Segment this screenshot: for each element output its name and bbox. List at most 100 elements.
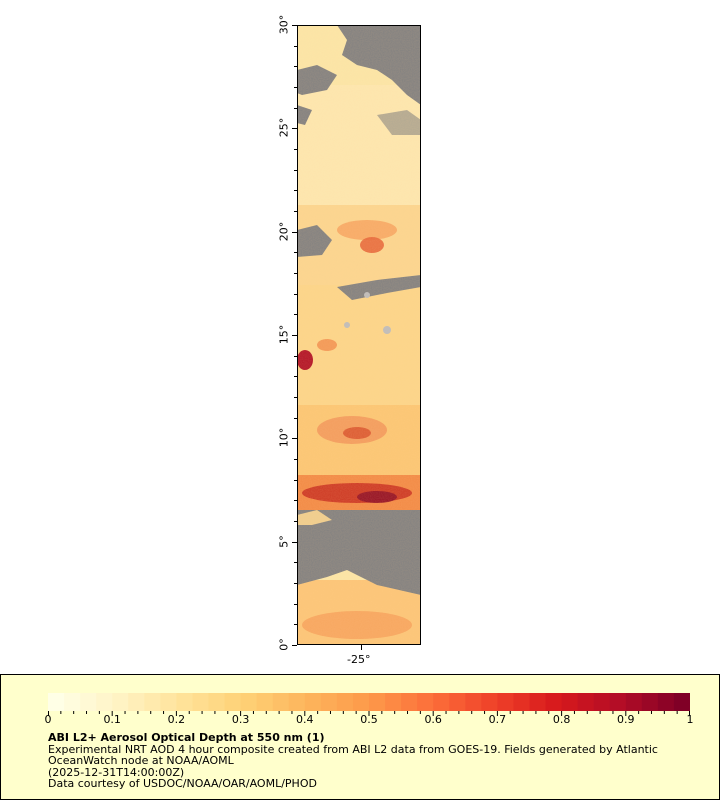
latitude-minor-tick bbox=[294, 294, 297, 295]
colorbar-segment bbox=[96, 693, 113, 711]
latitude-minor-tick bbox=[294, 397, 297, 398]
latitude-minor-tick bbox=[294, 273, 297, 274]
colorbar-ticks bbox=[48, 711, 690, 716]
colorbar-segment bbox=[545, 693, 563, 711]
colorbar-segment bbox=[609, 693, 627, 711]
latitude-major-tick bbox=[292, 542, 297, 543]
latitude-minor-tick bbox=[294, 108, 297, 109]
legend-title: ABI L2+ Aerosol Optical Depth at 550 nm … bbox=[48, 731, 325, 744]
latitude-label: 0° bbox=[277, 638, 291, 651]
colorbar-segment bbox=[352, 693, 370, 711]
latitude-label: 30° bbox=[277, 14, 291, 35]
colorbar-segment bbox=[304, 693, 322, 711]
colorbar-segment bbox=[128, 693, 145, 711]
colorbar-segment bbox=[673, 693, 690, 711]
colorbar-tick-label: 0.5 bbox=[360, 713, 378, 726]
colorbar-tick-label: 0.9 bbox=[617, 713, 635, 726]
colorbar-segment bbox=[192, 693, 210, 711]
colorbar-segment bbox=[369, 693, 386, 711]
colorbar-segment bbox=[272, 693, 290, 711]
legend-text: ABI L2+ Aerosol Optical Depth at 550 nm … bbox=[48, 732, 708, 790]
colorbar-segment bbox=[240, 693, 258, 711]
latitude-minor-tick bbox=[294, 459, 297, 460]
latitude-minor-tick bbox=[294, 480, 297, 481]
colorbar-tick-label: 0.7 bbox=[488, 713, 507, 726]
latitude-axis: 0° 5° 10° 15° 20° 25° 30° bbox=[270, 10, 310, 660]
latitude-minor-tick bbox=[294, 46, 297, 47]
colorbar-segment bbox=[64, 693, 81, 711]
latitude-minor-tick bbox=[294, 314, 297, 315]
colorbar-segment bbox=[529, 693, 547, 711]
longitude-tick bbox=[361, 645, 362, 650]
latitude-minor-tick bbox=[294, 252, 297, 253]
legend-credit: Data courtesy of USDOC/NOAA/OAR/AOML/PHO… bbox=[48, 777, 317, 790]
latitude-major-tick bbox=[292, 128, 297, 129]
colorbar-tick-label: 0.3 bbox=[231, 713, 250, 726]
latitude-minor-tick bbox=[294, 376, 297, 377]
colorbar-segment bbox=[288, 693, 306, 711]
colorbar-segment bbox=[497, 693, 515, 711]
colorbar-segment bbox=[593, 693, 611, 711]
latitude-major-tick bbox=[292, 438, 297, 439]
latitude-minor-tick bbox=[294, 624, 297, 625]
aod-map-image bbox=[297, 25, 421, 645]
colorbar-segment bbox=[641, 693, 659, 711]
colorbar-segment bbox=[401, 693, 418, 711]
colorbar-labels: 0 0.1 0.2 0.3 0.4 0.5 0.6 0.7 0.8 0.9 1 bbox=[44, 713, 694, 727]
colorbar-segment bbox=[48, 693, 65, 711]
colorbar-segment bbox=[80, 693, 97, 711]
colorbar-segment bbox=[465, 693, 482, 711]
colorbar-segment bbox=[561, 693, 579, 711]
latitude-major-tick bbox=[292, 645, 297, 646]
latitude-major-tick bbox=[292, 232, 297, 233]
colorbar-tick-label: 0.6 bbox=[424, 713, 442, 726]
legend-description: Experimental NRT AOD 4 hour composite cr… bbox=[48, 742, 658, 756]
latitude-label: 10° bbox=[277, 427, 291, 448]
colorbar-segment bbox=[176, 693, 194, 711]
legend-description-cont: OceanWatch node at NOAA/AOML bbox=[48, 754, 234, 767]
colorbar-tick-label: 0.1 bbox=[103, 713, 121, 726]
latitude-major-tick bbox=[292, 335, 297, 336]
latitude-minor-tick bbox=[294, 583, 297, 584]
latitude-minor-tick bbox=[294, 500, 297, 501]
latitude-minor-tick bbox=[294, 356, 297, 357]
legend-timestamp: (2025-12-31T14:00:00Z) bbox=[48, 765, 185, 779]
colorbar-tick-label: 0 bbox=[44, 713, 52, 726]
latitude-minor-tick bbox=[294, 149, 297, 150]
colorbar-segment bbox=[144, 693, 161, 711]
colorbar-segment bbox=[433, 693, 450, 711]
colorbar-segment bbox=[417, 693, 434, 711]
colorbar-tick-label: 0.2 bbox=[167, 713, 186, 726]
latitude-minor-tick bbox=[294, 66, 297, 67]
colorbar-segment bbox=[481, 693, 498, 711]
latitude-major-tick bbox=[292, 25, 297, 26]
latitude-minor-tick bbox=[294, 87, 297, 88]
colorbar-segment bbox=[160, 693, 177, 711]
legend-panel: 0 0.1 0.2 0.3 0.4 0.5 0.6 0.7 0.8 0.9 1 ABI L2+ Ae… bbox=[0, 674, 720, 800]
longitude-label: -25° bbox=[347, 653, 371, 666]
latitude-label: 20° bbox=[277, 221, 291, 242]
colorbar-segment bbox=[513, 693, 531, 711]
colorbar-segment bbox=[577, 693, 595, 711]
latitude-minor-tick bbox=[294, 604, 297, 605]
latitude-minor-tick bbox=[294, 418, 297, 419]
latitude-minor-tick bbox=[294, 211, 297, 212]
latitude-minor-tick bbox=[294, 170, 297, 171]
colorbar-tick-label: 0.4 bbox=[296, 713, 314, 726]
colorbar-segment bbox=[449, 693, 466, 711]
latitude-label: 5° bbox=[277, 535, 291, 548]
latitude-minor-tick bbox=[294, 521, 297, 522]
colorbar-segment bbox=[625, 693, 643, 711]
colorbar-segment bbox=[112, 693, 129, 711]
colorbar-segment bbox=[208, 693, 226, 711]
latitude-minor-tick bbox=[294, 190, 297, 191]
colorbar bbox=[48, 693, 690, 711]
colorbar-segment bbox=[336, 693, 354, 711]
colorbar-tick-label: 0.8 bbox=[552, 713, 571, 726]
latitude-label: 15° bbox=[277, 324, 291, 345]
longitude-axis: -25° bbox=[297, 645, 421, 675]
colorbar-segment bbox=[256, 693, 274, 711]
colorbar-segment bbox=[385, 693, 402, 711]
colorbar-segment bbox=[657, 693, 675, 711]
colorbar-tick-label: 1 bbox=[686, 713, 694, 726]
